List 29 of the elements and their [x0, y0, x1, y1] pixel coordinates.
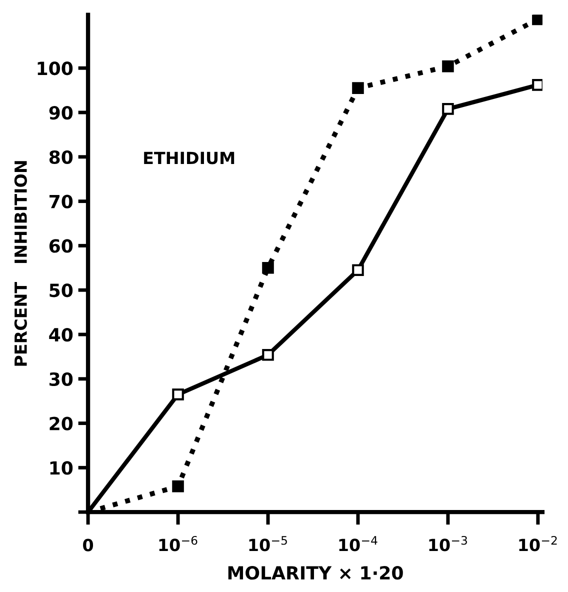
- x-axis-title: MOLARITY × 1·20: [228, 566, 403, 580]
- point: [352, 264, 364, 276]
- y-tick-label: 50: [50, 284, 73, 298]
- x-tick-label: 10$^{−6}$: [159, 536, 198, 552]
- point: [352, 82, 364, 94]
- x-tick-label: 10$^{−4}$: [339, 536, 378, 552]
- point: [532, 14, 542, 26]
- y-axis-title: PERCENT INHIBITION: [14, 161, 27, 366]
- y-tick-label: 10: [50, 461, 73, 475]
- y-tick-label: 60: [49, 239, 73, 253]
- x-tick-label: 10$^{−5}$: [249, 536, 287, 552]
- y-tick-label: 100: [38, 62, 73, 76]
- y-tick-label: 70: [50, 194, 73, 208]
- y-tick-label: 40: [49, 328, 73, 342]
- x-tick-label: 10$^{−3}$: [429, 536, 467, 552]
- annotation: ETHIDIUM: [144, 152, 234, 164]
- point: [532, 79, 542, 91]
- x-tick-label: 10$^{−2}$: [519, 536, 557, 552]
- y-tick-label: 80: [49, 150, 73, 164]
- y-tick-label: 20: [50, 416, 73, 430]
- point: [172, 388, 184, 400]
- point: [262, 262, 274, 274]
- point: [172, 480, 184, 492]
- point: [442, 60, 454, 72]
- y-tick-label: 90: [49, 106, 73, 120]
- x-tick-label: 0: [83, 538, 94, 552]
- point: [262, 349, 274, 361]
- point: [442, 103, 454, 115]
- y-tick-label: 30: [50, 372, 73, 386]
